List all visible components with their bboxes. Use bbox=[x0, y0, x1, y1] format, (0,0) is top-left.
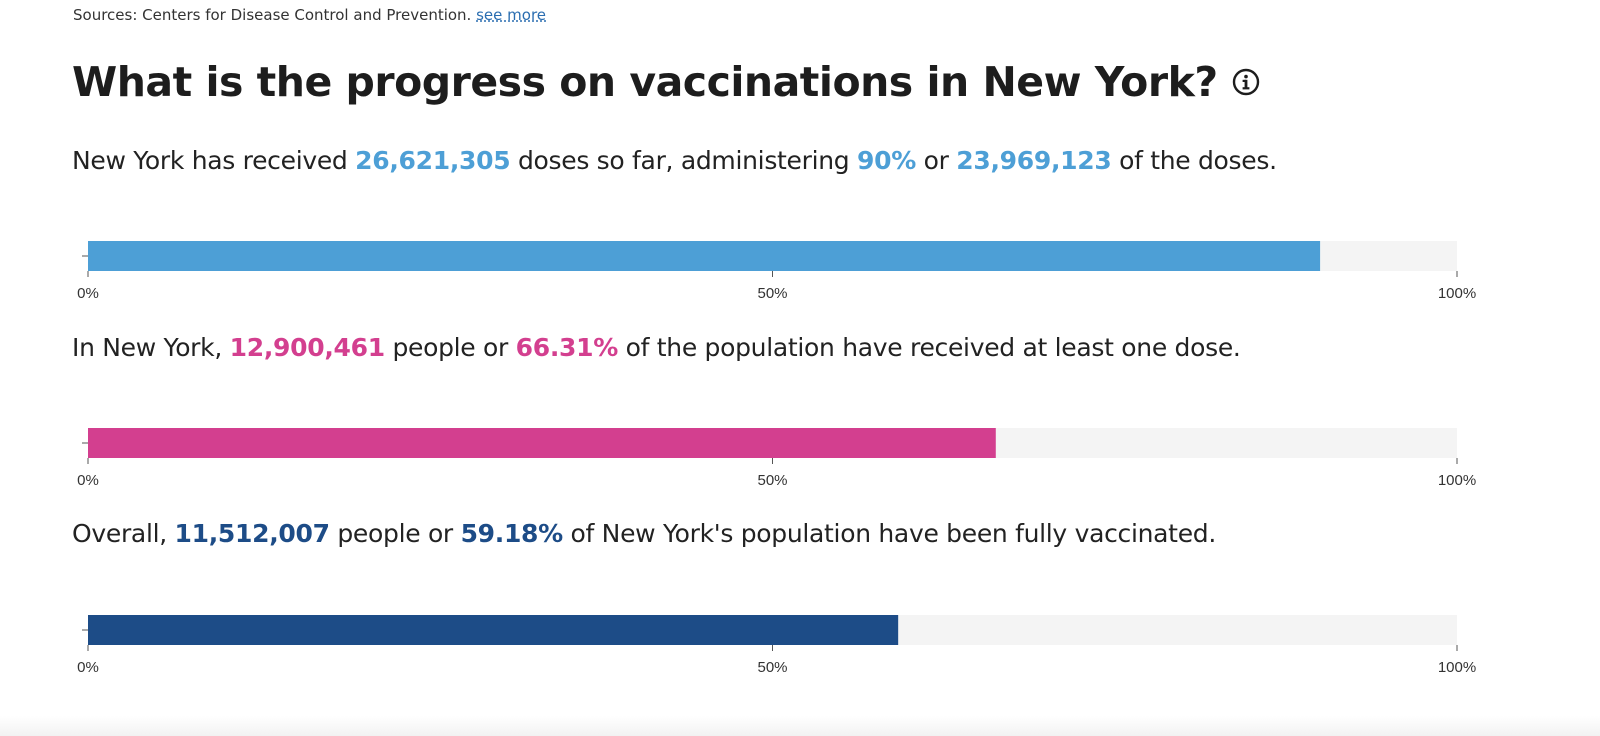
fully-vaccinated-count-value: 11,512,007 bbox=[174, 519, 330, 548]
progress-bar bbox=[88, 615, 899, 645]
x-tick-label: 50% bbox=[757, 659, 787, 676]
fully-vaccinated-sentence-part: of New York's population have been fully… bbox=[562, 519, 1217, 548]
x-tick-label: 50% bbox=[757, 472, 787, 489]
one-dose-sentence: In New York, 12,900,461 people or 66.31%… bbox=[72, 333, 1241, 362]
doses-sentence-part: doses so far, administering bbox=[510, 146, 858, 175]
fully-vaccinated-sentence-part: people or bbox=[329, 519, 461, 548]
bottom-fade bbox=[0, 716, 1600, 736]
x-tick-label: 100% bbox=[1438, 659, 1476, 676]
fully-vaccinated-sentence: Overall, 11,512,007 people or 59.18% of … bbox=[72, 519, 1216, 548]
fully-vaccinated-chart: 0% 50% 100% bbox=[77, 615, 1476, 676]
fully-vaccinated-percent-value: 59.18% bbox=[460, 519, 564, 548]
one-dose-sentence-part: of the population have received at least… bbox=[617, 333, 1241, 362]
see-more-link[interactable]: see more bbox=[476, 6, 547, 24]
page-title: What is the progress on vaccinations in … bbox=[72, 58, 1260, 106]
doses-administered-chart: 0% 50% 100% bbox=[77, 241, 1476, 302]
x-tick-label: 0% bbox=[77, 472, 99, 489]
x-tick-label: 50% bbox=[757, 285, 787, 302]
doses-sentence-part: or bbox=[915, 146, 957, 175]
doses-received-value: 26,621,305 bbox=[355, 146, 511, 175]
sources-text: Sources: Centers for Disease Control and… bbox=[73, 6, 472, 24]
one-dose-count-value: 12,900,461 bbox=[229, 333, 385, 362]
doses-sentence: New York has received 26,621,305 doses s… bbox=[72, 146, 1277, 175]
progress-bar bbox=[88, 428, 996, 458]
x-tick-label: 0% bbox=[77, 659, 99, 676]
info-icon[interactable] bbox=[1232, 68, 1260, 96]
doses-sentence-part: of the doses. bbox=[1111, 146, 1277, 175]
one-dose-percent-value: 66.31% bbox=[515, 333, 619, 362]
one-dose-chart: 0% 50% 100% bbox=[77, 428, 1476, 489]
doses-sentence-part: New York has received bbox=[72, 146, 356, 175]
x-tick-label: 100% bbox=[1438, 285, 1476, 302]
x-tick-label: 100% bbox=[1438, 472, 1476, 489]
progress-bar bbox=[88, 241, 1321, 271]
sources-line: Sources: Centers for Disease Control and… bbox=[73, 6, 546, 24]
one-dose-sentence-part: people or bbox=[384, 333, 516, 362]
headline-text: What is the progress on vaccinations in … bbox=[72, 58, 1218, 106]
fully-vaccinated-sentence-part: Overall, bbox=[72, 519, 175, 548]
x-tick-label: 0% bbox=[77, 285, 99, 302]
doses-administered-percent: 90% bbox=[857, 146, 916, 175]
doses-administered-value: 23,969,123 bbox=[956, 146, 1112, 175]
one-dose-sentence-part: In New York, bbox=[72, 333, 230, 362]
